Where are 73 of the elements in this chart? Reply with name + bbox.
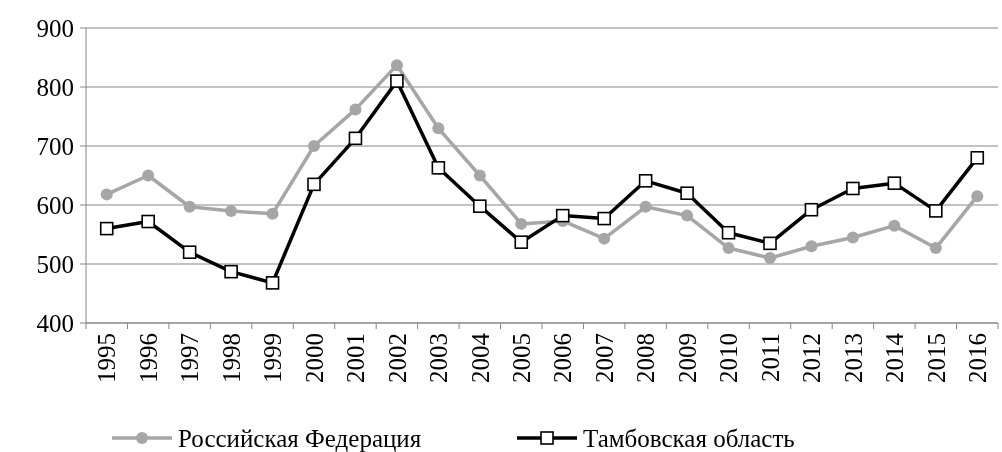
- x-tick-label: 2001: [342, 333, 370, 383]
- point: [390, 59, 403, 72]
- point: [764, 252, 776, 265]
- x-tick-label: 2012: [798, 333, 826, 383]
- y-tick-label: 900: [36, 14, 74, 42]
- point: [432, 122, 445, 135]
- x-tick-label: 2015: [922, 333, 950, 383]
- point: [142, 169, 155, 182]
- point: [183, 200, 196, 213]
- point: [515, 217, 528, 230]
- point: [431, 161, 446, 175]
- x-tick-label: 1995: [93, 333, 121, 383]
- x-tick-label: 2010: [715, 333, 743, 383]
- point: [804, 202, 819, 217]
- point: [846, 181, 860, 196]
- point: [182, 245, 197, 259]
- point: [680, 186, 694, 200]
- point: [265, 276, 280, 290]
- x-tick-label: 2004: [466, 332, 494, 383]
- point: [929, 242, 942, 255]
- x-tick-label: 2009: [673, 333, 701, 383]
- point: [681, 209, 694, 222]
- legend-label: Тамбовская область: [583, 424, 795, 452]
- x-tick-label: 2014: [881, 332, 909, 383]
- point: [99, 221, 114, 236]
- x-tick-label: 2016: [964, 333, 992, 383]
- point: [141, 214, 155, 229]
- x-tick-label: 2005: [508, 333, 536, 383]
- x-tick-label: 1999: [259, 333, 287, 383]
- x-tick-label: 2002: [383, 333, 411, 383]
- point: [473, 199, 487, 213]
- y-tick-label: 700: [36, 132, 74, 160]
- y-tick-label: 600: [36, 191, 74, 219]
- point: [307, 177, 321, 192]
- point: [970, 151, 985, 165]
- point: [929, 204, 943, 218]
- point: [308, 140, 320, 152]
- point: [805, 240, 818, 253]
- point: [887, 176, 902, 190]
- point: [348, 131, 363, 146]
- point: [555, 208, 570, 223]
- point: [100, 188, 113, 201]
- point: [638, 174, 653, 188]
- y-tick-label: 500: [36, 250, 74, 278]
- point: [763, 236, 777, 251]
- point: [639, 200, 652, 213]
- point: [225, 204, 238, 217]
- y-tick-label: 400: [36, 309, 74, 337]
- x-tick-label: 2011: [756, 333, 784, 383]
- x-tick-label: 2003: [425, 333, 453, 383]
- point: [598, 232, 611, 245]
- x-tick-label: 2013: [839, 333, 867, 383]
- point: [266, 207, 279, 220]
- point: [473, 169, 486, 182]
- x-tick-label: 1997: [176, 333, 204, 383]
- x-tick-label: 2006: [549, 333, 577, 383]
- point: [722, 242, 735, 255]
- point: [597, 211, 611, 226]
- y-tick-label: 800: [36, 73, 74, 101]
- point: [349, 103, 362, 116]
- point: [846, 231, 859, 244]
- point: [721, 225, 736, 240]
- x-tick-label: 1996: [134, 333, 162, 383]
- x-tick-label: 2007: [590, 333, 618, 383]
- x-tick-label: 2008: [632, 333, 660, 383]
- point: [888, 219, 901, 232]
- legend-label: Российская Федерация: [178, 424, 422, 452]
- x-tick-label: 1998: [217, 333, 245, 383]
- x-tick-label: 2000: [300, 333, 328, 383]
- point: [971, 190, 984, 203]
- point: [514, 235, 529, 249]
- point: [390, 74, 404, 88]
- point: [224, 264, 238, 279]
